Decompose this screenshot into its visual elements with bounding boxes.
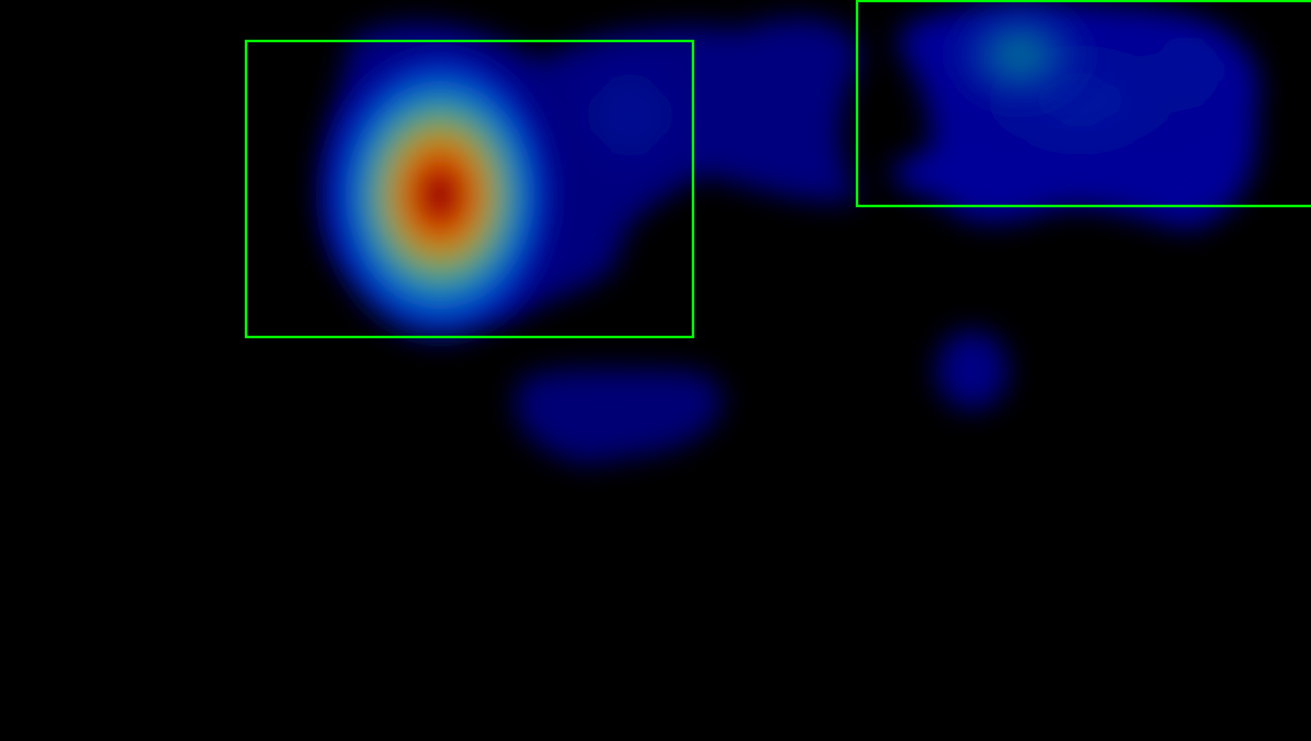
- heat-blob-small: [936, 330, 1008, 410]
- detection-box-1: [244, 39, 695, 339]
- heatmap-peak-layer: [322, 0, 1100, 345]
- heat-blob-bottom: [514, 368, 723, 465]
- heat-peak-secondary: [940, 0, 1100, 115]
- heat-peak-primary: [322, 45, 558, 345]
- detection-box-2: [855, 0, 1311, 208]
